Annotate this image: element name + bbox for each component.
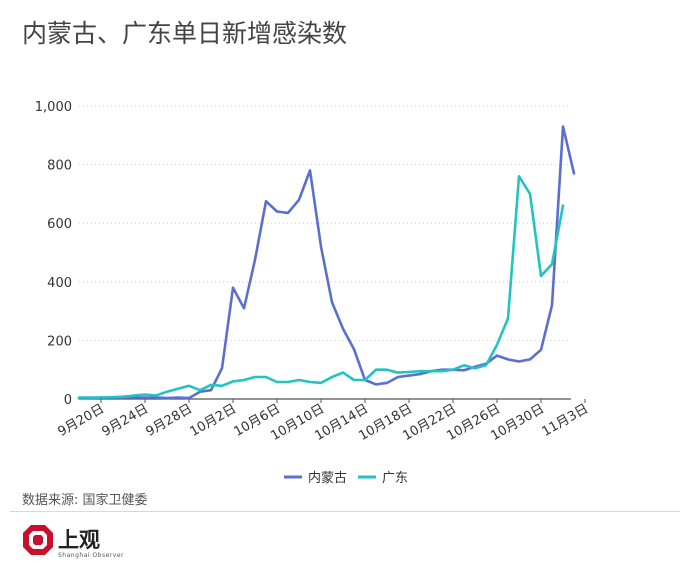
y-tick-label: 0 [64, 393, 72, 408]
x-tick-label: 9月24日 [99, 401, 151, 439]
octagon-logo-icon [23, 525, 53, 555]
y-tick-label: 400 [47, 276, 72, 291]
legend: 内蒙古 广东 [284, 470, 408, 486]
line-chart: 0 200 400 600 800 1,000 9月20日9月24日9月28日10月2日1… [35, 100, 591, 486]
data-source-note: 数据来源: 国家卫健委 [22, 493, 148, 508]
shanghai-observer-logo: 上观 Shanghai Observer [22, 524, 182, 568]
series-line [77, 175, 565, 399]
chart-title: 内蒙古、广东单日新增感染数 [22, 19, 348, 48]
x-axis-tick-labels: 9月20日9月24日9月28日10月2日10月6日10月10日10月14日10月… [55, 399, 591, 444]
legend-label: 广东 [382, 471, 408, 486]
logo-subtext: Shanghai Observer [58, 552, 124, 559]
logo-wordmark: 上观 [58, 527, 100, 552]
x-tick-label: 9月28日 [143, 401, 195, 439]
y-tick-label: 1,000 [35, 100, 72, 115]
y-tick-label: 800 [47, 159, 72, 174]
series-line [77, 125, 576, 400]
y-axis-tick-labels: 0 200 400 600 800 1,000 [35, 100, 72, 408]
footer-divider [10, 511, 680, 512]
x-tick-label: 11月3日 [539, 401, 591, 439]
y-tick-label: 200 [47, 334, 72, 349]
y-tick-label: 600 [47, 217, 72, 232]
series-lines [77, 125, 576, 400]
legend-label: 内蒙古 [308, 470, 347, 486]
x-tick-label: 10月2日 [187, 401, 239, 439]
